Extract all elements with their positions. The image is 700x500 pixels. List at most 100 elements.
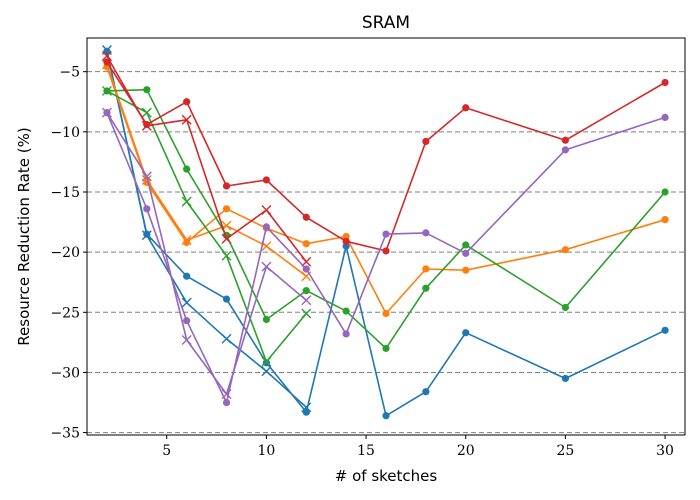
data-point: [262, 176, 270, 184]
data-point-x: [221, 250, 232, 261]
data-point: [382, 247, 390, 255]
data-point: [222, 205, 231, 213]
data-point-x: [221, 233, 232, 244]
data-point: [462, 241, 470, 249]
data-point-x: [181, 297, 192, 308]
series-line: [106, 112, 666, 404]
data-point: [382, 309, 390, 318]
series-line: [106, 51, 666, 417]
series-6: [101, 85, 312, 367]
data-point-x: [181, 114, 192, 125]
data-point-x: [221, 389, 232, 400]
x-tick-label: 25: [556, 443, 574, 459]
data-point-x: [181, 196, 192, 207]
data-point: [183, 238, 191, 247]
data-point-x: [101, 107, 112, 118]
series-layer: [101, 45, 669, 420]
y-tick-label: −5: [59, 65, 80, 81]
data-point: [661, 216, 669, 224]
data-point-x: [141, 174, 152, 185]
data-point-x: [101, 51, 112, 62]
data-point: [661, 113, 669, 121]
data-point: [302, 408, 310, 416]
y-tick-label: −20: [50, 245, 80, 261]
x-axis-label: # of sketches: [335, 467, 438, 485]
data-point-x: [301, 308, 312, 319]
data-point-x: [141, 107, 152, 118]
data-point: [302, 213, 310, 221]
y-tick-label: −15: [50, 185, 80, 201]
series-line: [106, 64, 307, 277]
y-tick-label: −30: [50, 365, 80, 381]
data-point-x: [261, 261, 272, 272]
series-9: [103, 108, 669, 407]
data-point: [342, 307, 350, 315]
series-3: [103, 63, 669, 318]
data-point: [422, 229, 430, 237]
data-point: [661, 188, 669, 196]
series-line: [106, 112, 307, 395]
series-line: [106, 55, 307, 263]
data-point: [143, 86, 151, 94]
series-7: [103, 58, 669, 255]
data-point: [262, 359, 270, 367]
data-point: [422, 284, 430, 292]
chart-title: SRAM: [362, 13, 410, 33]
data-point-x: [141, 230, 152, 241]
data-point-x: [141, 171, 152, 182]
data-point: [422, 388, 430, 396]
series-line: [106, 66, 666, 315]
data-point: [342, 330, 350, 338]
data-point: [262, 315, 270, 324]
data-point: [561, 146, 570, 154]
data-point: [462, 104, 470, 112]
plot-frame: [86, 37, 686, 436]
data-point-x: [181, 235, 192, 246]
x-tick-label: 10: [257, 443, 275, 459]
data-point: [382, 412, 390, 420]
data-point: [382, 344, 390, 352]
series-1: [103, 47, 669, 420]
data-point: [422, 137, 430, 146]
y-tick-label: −25: [50, 305, 80, 321]
data-point-x: [261, 366, 272, 377]
data-point: [462, 266, 470, 274]
data-point: [561, 374, 570, 383]
data-point: [661, 326, 669, 334]
data-point: [302, 240, 310, 248]
x-tick-label: 15: [357, 443, 375, 459]
y-axis-label: Resource Reduction Rate (%): [15, 127, 33, 345]
series-line: [106, 90, 307, 363]
data-point: [561, 303, 570, 312]
data-point: [183, 98, 191, 106]
y-tick-label: −10: [50, 125, 80, 141]
data-point: [183, 272, 191, 280]
data-point: [183, 317, 191, 325]
data-point: [143, 205, 151, 213]
data-point: [422, 265, 430, 273]
data-point-x: [301, 402, 312, 413]
data-point: [222, 398, 231, 407]
series-10: [101, 107, 312, 400]
data-point-x: [141, 120, 152, 131]
data-point: [262, 223, 270, 231]
data-point-x: [261, 356, 272, 367]
data-point-x: [301, 295, 312, 306]
series-line: [106, 49, 307, 408]
data-point: [382, 230, 390, 238]
x-tick-label: 30: [656, 443, 674, 459]
x-tick-label: 20: [457, 443, 475, 459]
data-point: [561, 136, 570, 144]
data-point: [302, 287, 310, 295]
data-point: [342, 237, 350, 245]
x-ticks: 5 10 15 20 25 30: [162, 435, 674, 459]
data-point: [462, 249, 470, 257]
data-point: [302, 265, 310, 273]
data-point-x: [261, 205, 272, 216]
data-point-x: [221, 333, 232, 344]
y-ticks: −5 −10 −15 −20 −25 −30 −35: [50, 65, 87, 442]
x-tick-label: 5: [162, 443, 171, 459]
data-point-x: [101, 85, 112, 96]
